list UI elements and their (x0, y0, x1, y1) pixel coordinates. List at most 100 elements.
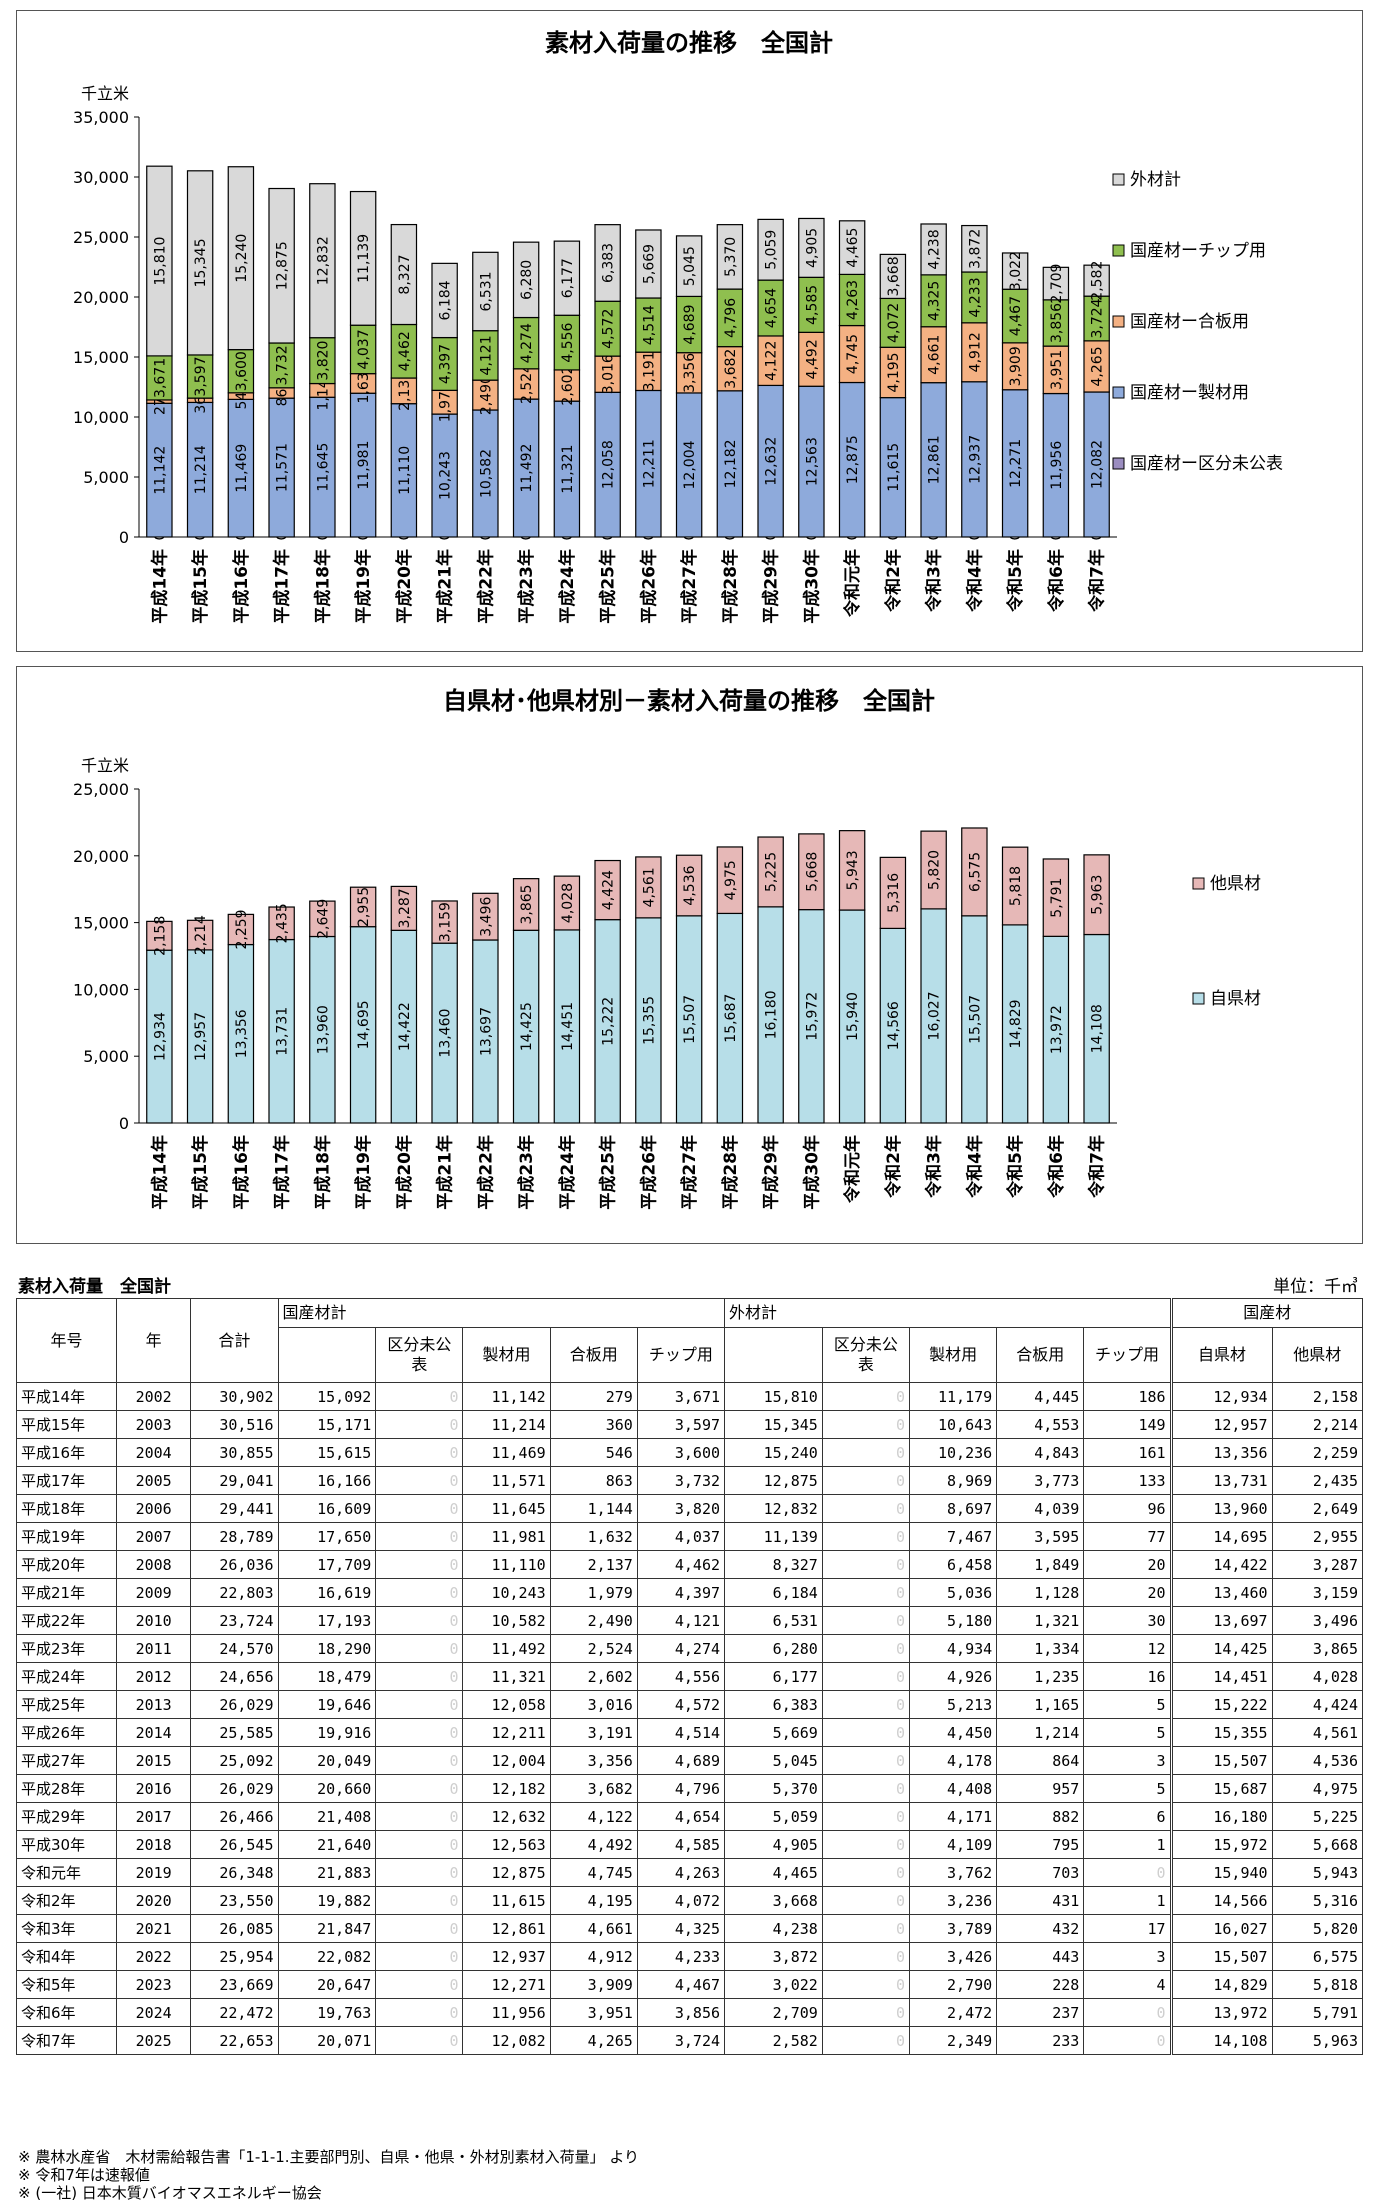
table-cell: 4,028 (1271, 1662, 1364, 1691)
table-cell: 11,615 (462, 1886, 551, 1915)
table-cell: 0 (375, 1718, 464, 1747)
bar-segment (512, 398, 540, 538)
table-cell: 26,085 (190, 1914, 279, 1943)
data-label: 6,575 (967, 852, 983, 892)
table-cell: 4,556 (636, 1662, 726, 1691)
table-cell: 3,595 (996, 1522, 1085, 1551)
table-cell: 5 (1083, 1690, 1172, 1719)
data-label: 15,687 (723, 994, 739, 1043)
data-label: 11,571 (275, 443, 291, 492)
table-cell: 133 (1083, 1466, 1172, 1495)
bar-segment (716, 390, 744, 538)
table-cell: 24,656 (190, 1662, 279, 1691)
table-cell: 3,724 (636, 2026, 726, 2055)
table-cell: 1,144 (549, 1494, 638, 1523)
table-cell: 1 (1083, 1830, 1172, 1859)
table-cell: 0 (375, 1606, 464, 1635)
table-cell: 5,045 (724, 1746, 823, 1775)
data-label: 2,602 (560, 365, 576, 405)
table-cell: 11,571 (462, 1466, 551, 1495)
table-cell: 0 (375, 1802, 464, 1831)
table-cell: 15,171 (277, 1410, 377, 1439)
bar-segment (553, 240, 581, 316)
data-label: 12,875 (845, 435, 861, 484)
table-cell: 2,137 (549, 1550, 638, 1579)
legend-label: 自県材 (1210, 989, 1261, 1009)
table-row: 令和6年 2024 22,472 19,763 0 11,956 3,951 3,856 2,7… (16, 1998, 1364, 2027)
table-cell: 29,441 (190, 1494, 279, 1523)
col-group-domestic: 国産材 (1169, 1298, 1364, 1328)
table-cell: 3,820 (636, 1494, 726, 1523)
table-cell: 令和6年 (16, 1998, 117, 2027)
x-tick-label: 令和2年 (883, 549, 904, 612)
data-label: 4,654 (764, 288, 780, 328)
table-cell: 0 (821, 1578, 911, 1607)
bar-segment (146, 165, 173, 357)
table-cell: 11,492 (462, 1634, 551, 1663)
table-cell: 11,110 (462, 1550, 551, 1579)
table-title: 素材入荷量 全国計 (18, 1277, 171, 1297)
x-tick-label: 平成25年 (598, 549, 619, 624)
table-cell: 4,039 (996, 1494, 1085, 1523)
y-tick-label: 25,000 (73, 228, 129, 247)
table-cell: 11,469 (462, 1438, 551, 1467)
table-cell: 4,037 (636, 1522, 726, 1551)
table-cell: 0 (821, 1438, 911, 1467)
bar-segment (472, 251, 499, 332)
table-cell: 16,609 (277, 1494, 377, 1523)
table-cell: 5,036 (908, 1578, 998, 1607)
table-cell: 3,865 (1271, 1634, 1364, 1663)
data-label: 5,370 (723, 237, 739, 277)
bar-segment (879, 346, 907, 399)
table-cell: 11,214 (462, 1410, 551, 1439)
bar-segment (268, 906, 295, 941)
table-cell: 12,182 (462, 1774, 551, 1803)
table-cell: 15,615 (277, 1438, 377, 1467)
bar-segment (757, 906, 784, 1124)
data-label: 4,195 (886, 352, 902, 392)
data-label: 12,271 (1008, 439, 1024, 488)
bar-segment (1042, 345, 1070, 395)
table-cell: 15,355 (1169, 1718, 1273, 1747)
data-label: 12,058 (601, 440, 617, 489)
col-header-foreign-sawn: 製材用 (908, 1327, 998, 1383)
table-cell: 2008 (115, 1550, 192, 1579)
legend-label: 国産材ー区分未公表 (1130, 454, 1283, 474)
data-label: 3,016 (601, 354, 617, 394)
data-label: 5,669 (641, 244, 657, 284)
bar-segment (268, 342, 295, 389)
table-cell: 16 (1083, 1662, 1172, 1691)
table-cell: 12,832 (724, 1494, 823, 1523)
legend-swatch (1112, 244, 1125, 257)
data-label: 3,724 (1090, 298, 1106, 338)
x-tick-label: 令和元年 (842, 1135, 863, 1203)
data-label: 4,661 (927, 335, 943, 375)
bar-segment (431, 900, 458, 944)
table-cell: 0 (375, 1970, 464, 1999)
table-cell: 3,496 (1271, 1606, 1364, 1635)
table-cell: 12,937 (462, 1942, 551, 1971)
table-row: 平成18年 2006 29,441 16,609 0 11,645 1,144 3,820 12… (16, 1494, 1364, 1523)
table-cell: 5,180 (908, 1606, 998, 1635)
bar-segment (1001, 846, 1029, 926)
bar-segment (349, 392, 377, 538)
table-cell: 3 (1083, 1942, 1172, 1971)
data-label: 8,327 (397, 254, 413, 294)
table-cell: 4,975 (1271, 1774, 1364, 1803)
table-cell: 平成29年 (16, 1802, 117, 1831)
table-cell: 3,909 (549, 1970, 638, 1999)
table-cell: 21,408 (277, 1802, 377, 1831)
x-tick-label: 平成21年 (435, 549, 456, 624)
table-cell: 546 (549, 1438, 638, 1467)
table-cell: 3,682 (549, 1774, 638, 1803)
bar-segment (961, 827, 988, 917)
table-cell: 0 (375, 1998, 464, 2027)
table-cell: 0 (821, 1774, 911, 1803)
x-tick-label: 平成19年 (353, 1135, 374, 1210)
table-cell: 17,709 (277, 1550, 377, 1579)
table-cell: 4,178 (908, 1746, 998, 1775)
x-tick-label: 平成27年 (679, 549, 700, 624)
table-cell: 0 (821, 1970, 911, 1999)
data-label: 15,222 (601, 997, 617, 1046)
table-cell: 平成22年 (16, 1606, 117, 1635)
